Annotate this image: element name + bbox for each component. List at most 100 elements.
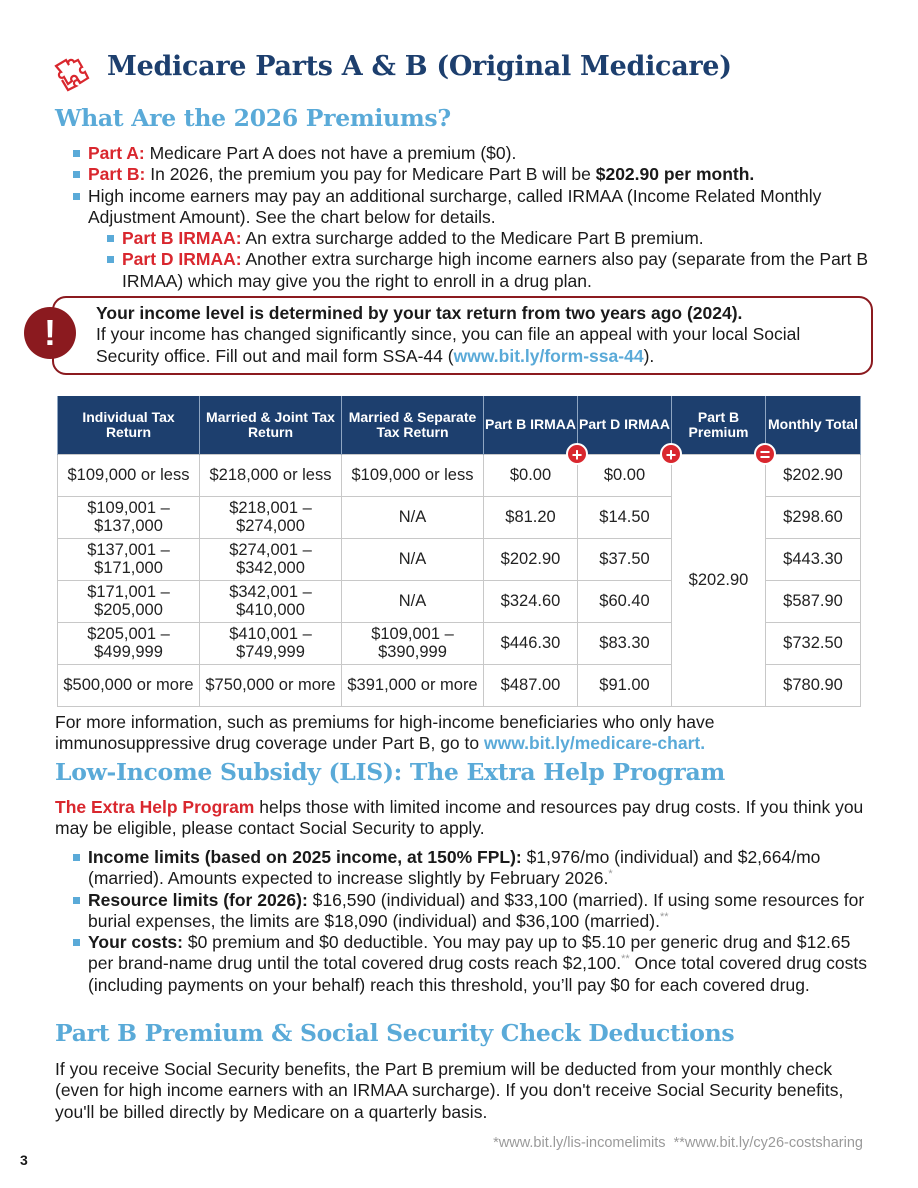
table-row: $500,000 or more $750,000 or more $391,000…: [57, 663, 861, 707]
footnote-marker: *: [608, 868, 613, 881]
table-header-row: Individual Tax Return Married & Joint Tax…: [57, 396, 861, 454]
deductions-heading: Part B Premium & Social Security Check D…: [55, 1019, 735, 1047]
your-costs-label: Your costs:: [88, 932, 183, 953]
footnotes: *www.bit.ly/lis-incomelimits **www.bit.l…: [493, 1135, 863, 1151]
table-cell: $446.30: [483, 621, 578, 665]
table-cell: $109,001 – $390,999: [341, 621, 484, 665]
table-cell: $81.20: [483, 495, 578, 539]
table-cell: $298.60: [765, 495, 861, 539]
plus-icon: +: [660, 443, 682, 465]
form-ssa-44-link[interactable]: www.bit.ly/form-ssa-44: [453, 345, 644, 366]
table-cell: $750,000 or more: [199, 663, 342, 707]
table-row: $137,001 – $171,000 $274,001 – $342,000 N/…: [57, 537, 861, 581]
irmaa-table: Individual Tax Return Married & Joint Tax…: [57, 396, 861, 707]
exclamation-icon: !: [24, 307, 76, 359]
lis-heading: Low-Income Subsidy (LIS): The Extra Help…: [55, 758, 725, 786]
column-header: Individual Tax Return: [57, 396, 200, 454]
table-cell: $60.40: [577, 579, 672, 623]
table-cell: $732.50: [765, 621, 861, 665]
table-cell: $205,001 – $499,999: [57, 621, 200, 665]
equals-icon: =: [754, 443, 776, 465]
list-item: Your costs: $0 premium and $0 deductible…: [70, 932, 870, 996]
list-item: Income limits (based on 2025 income, at …: [70, 847, 870, 890]
lis-intro-text: helps those with limited income and reso…: [55, 797, 864, 839]
lis-list: Income limits (based on 2025 income, at …: [70, 847, 870, 996]
income-limits-label: Income limits (based on 2025 income, at …: [88, 847, 522, 867]
table-cell: $500,000 or more: [57, 663, 200, 707]
column-header: Part B IRMAA: [483, 396, 578, 454]
column-header: Part B Premium: [671, 396, 766, 454]
table-cell: $587.90: [765, 579, 861, 623]
list-item: Part B: In 2026, the premium you pay for…: [70, 164, 870, 185]
income-alert-box: Your income level is determined by your …: [52, 296, 873, 375]
part-b-amount: $202.90 per month.: [595, 164, 755, 185]
list-item: Part B IRMAA: An extra surcharge added t…: [104, 228, 870, 249]
table-cell: $342,001 – $410,000: [199, 579, 342, 623]
table-cell: $780.90: [765, 663, 861, 707]
table-cell: $324.60: [483, 579, 578, 623]
table-cell: $218,001 – $274,000: [199, 495, 342, 539]
part-b-irmaa-text: An extra surcharge added to the Medicare…: [241, 228, 704, 249]
part-a-label: Part A:: [88, 143, 145, 163]
footnote-marker: **: [659, 911, 669, 924]
table-row: $171,001 – $205,000 $342,001 – $410,000 N/…: [57, 579, 861, 623]
extra-help-label: The Extra Help Program: [55, 797, 255, 817]
plus-icon: +: [566, 443, 588, 465]
list-item: Part D IRMAA: Another extra surcharge hi…: [104, 249, 870, 292]
table-cell: $109,000 or less: [341, 453, 484, 497]
table-cell: N/A: [341, 579, 484, 623]
irmaa-text: High income earners may pay an additiona…: [88, 185, 822, 227]
table-cell: $443.30: [765, 537, 861, 581]
column-header: Married & Joint Tax Return: [199, 396, 342, 454]
deductions-text: If you receive Social Security benefits,…: [55, 1059, 844, 1122]
alert-text: If your income has changed significantly…: [96, 324, 801, 366]
premiums-heading: What Are the 2026 Premiums?: [55, 104, 451, 132]
table-cell: $218,000 or less: [199, 453, 342, 497]
table-cell: $202.90: [765, 453, 861, 497]
income-limits-text: $1,976/mo (individual) and $2,664/mo (ma…: [88, 847, 821, 889]
part-b-premium-cell: $202.90: [671, 453, 766, 707]
alert-title: Your income level is determined by your …: [96, 303, 743, 323]
resource-limits-label: Resource limits (for 2026):: [88, 889, 308, 910]
table-cell: $171,001 – $205,000: [57, 579, 200, 623]
part-b-label: Part B:: [88, 164, 146, 185]
table-row: $205,001 – $499,999 $410,001 – $749,999 $1…: [57, 621, 861, 665]
table-cell: $109,000 or less: [57, 453, 200, 497]
table-cell: N/A: [341, 495, 484, 539]
table-cell: $202.90: [483, 537, 578, 581]
table-cell: $274,001 – $342,000: [199, 537, 342, 581]
table-row: $109,001 – $137,000 $218,001 – $274,000 N/…: [57, 495, 861, 539]
table-cell: $137,001 – $171,000: [57, 537, 200, 581]
part-a-text: Medicare Part A does not have a premium …: [144, 143, 517, 163]
column-header: Married & Separate Tax Return: [341, 396, 484, 454]
part-b-text: In 2026, the premium you pay for Medicar…: [145, 164, 596, 185]
more-info-text: For more information, such as premiums f…: [55, 712, 715, 754]
your-costs-text: $0 premium and $0 deductible. You may pa…: [88, 932, 851, 974]
table-cell: $0.00: [577, 453, 672, 497]
more-info-paragraph: For more information, such as premiums f…: [55, 712, 865, 755]
alert-text-end: ).: [643, 345, 655, 366]
part-b-irmaa-label: Part B IRMAA:: [122, 228, 242, 249]
footnote-marker: **: [621, 953, 630, 966]
page-number: 3: [20, 1152, 28, 1168]
list-item: Resource limits (for 2026): $16,590 (ind…: [70, 890, 870, 933]
part-d-irmaa-text: Another extra surcharge high income earn…: [122, 249, 869, 291]
table-cell: $91.00: [577, 663, 672, 707]
column-header: Monthly Total: [765, 396, 861, 454]
list-item: High income earners may pay an additiona…: [70, 186, 870, 292]
resource-limits-text: $16,590 (individual) and $33,100 (marrie…: [88, 889, 865, 931]
table-cell: $37.50: [577, 537, 672, 581]
table-cell: $83.30: [577, 621, 672, 665]
table-cell: $109,001 – $137,000: [57, 495, 200, 539]
medicare-chart-link[interactable]: www.bit.ly/medicare-chart.: [483, 733, 706, 754]
table-cell: N/A: [341, 537, 484, 581]
table-cell: $0.00: [483, 453, 578, 497]
table-cell: $391,000 or more: [341, 663, 484, 707]
column-header: Part D IRMAA: [577, 396, 672, 454]
lis-intro: The Extra Help Program helps those with …: [55, 797, 865, 840]
list-item: Part A: Medicare Part A does not have a …: [70, 143, 870, 164]
puzzle-icon: [52, 56, 92, 96]
page-title: Medicare Parts A & B (Original Medicare): [107, 51, 732, 82]
table-cell: $487.00: [483, 663, 578, 707]
part-d-irmaa-label: Part D IRMAA:: [122, 249, 242, 270]
